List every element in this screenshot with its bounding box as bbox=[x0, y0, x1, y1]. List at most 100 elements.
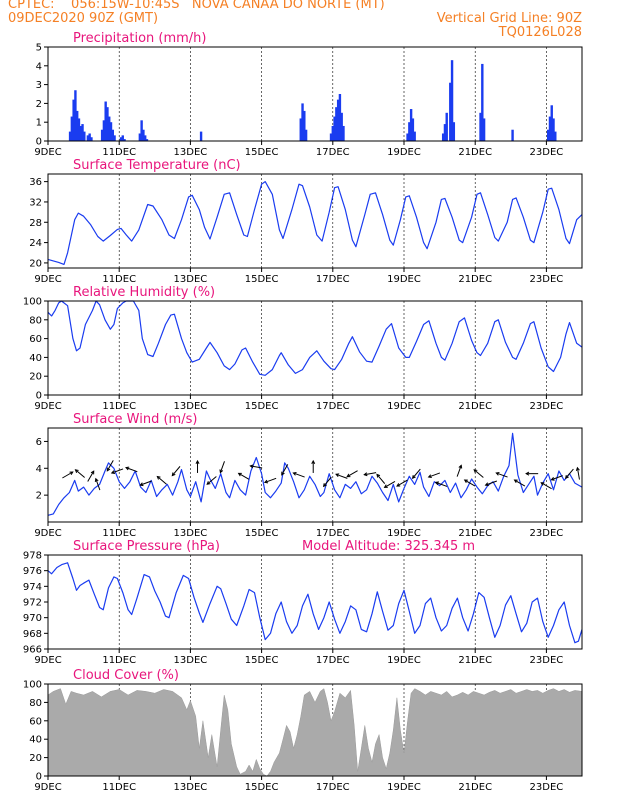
x-tick-label: 13DEC bbox=[174, 401, 208, 412]
wind-vector bbox=[156, 475, 167, 485]
wind-vector-shaft bbox=[125, 467, 138, 473]
x-tick-label: 15DEC bbox=[245, 274, 279, 285]
pressure-line bbox=[47, 562, 583, 644]
wind-vector-shaft bbox=[293, 472, 305, 478]
y-tick-label: 0 bbox=[36, 137, 42, 148]
precip-bar bbox=[299, 118, 302, 141]
wind-vector bbox=[106, 460, 114, 472]
precip-bar bbox=[411, 118, 415, 141]
wind-vector-head bbox=[376, 473, 381, 478]
precip-bar bbox=[441, 133, 445, 141]
wind-vector bbox=[396, 479, 408, 487]
wind-vector-head bbox=[69, 471, 74, 475]
y-tick-label: 28 bbox=[29, 218, 42, 229]
wind-vector-shaft bbox=[514, 479, 526, 487]
precip-bar bbox=[138, 133, 142, 141]
rh-panel: 0 20 40 60 80 100 9DEC 11DEC 13DEC 15DEC 17DEC 19DE… bbox=[23, 285, 583, 412]
y-tick-label: 4 bbox=[36, 464, 42, 475]
y-tick-label: 4 bbox=[36, 61, 42, 72]
y-tick-label: 80 bbox=[29, 315, 42, 326]
precip-bar bbox=[102, 120, 106, 141]
precip-bar bbox=[68, 131, 72, 141]
x-tick-label: 23DEC bbox=[530, 782, 564, 793]
wind-vector-head bbox=[463, 479, 468, 484]
precip-bar bbox=[331, 125, 334, 141]
x-tick-label: 17DEC bbox=[316, 274, 350, 285]
wind-vector-head bbox=[311, 459, 316, 464]
y-tick-label: 40 bbox=[29, 353, 42, 364]
wind-vector-head bbox=[513, 479, 518, 484]
wind-vector-shaft bbox=[157, 476, 167, 485]
precip-bar bbox=[121, 135, 124, 141]
precip-bar bbox=[452, 122, 456, 141]
wind-line bbox=[47, 432, 583, 516]
wind-vector-shaft bbox=[95, 478, 101, 491]
wind-vector bbox=[237, 472, 250, 480]
wind-vector bbox=[249, 464, 263, 469]
cloud-area bbox=[47, 688, 583, 777]
wind-vector bbox=[322, 476, 332, 488]
y-tick-label: 100 bbox=[23, 297, 42, 308]
precip-bar bbox=[479, 112, 482, 141]
wind-vector-head bbox=[139, 482, 144, 487]
x-tick-label: 13DEC bbox=[174, 147, 208, 158]
precip-bar bbox=[79, 125, 82, 141]
wind-vector-head bbox=[90, 470, 95, 475]
precip-bar bbox=[100, 129, 104, 141]
precip-bar bbox=[552, 118, 555, 141]
precip-bar bbox=[450, 60, 454, 141]
wind-vector-head bbox=[335, 473, 340, 478]
x-tick-label: 21DEC bbox=[458, 782, 492, 793]
rh-title: Relative Humidity (%) bbox=[73, 285, 215, 300]
wind-vector-shaft bbox=[456, 465, 462, 477]
model-altitude-annotation: Model Altitude: 325.345 m bbox=[302, 539, 475, 554]
precip-bar bbox=[83, 131, 86, 141]
x-tick-label: 19DEC bbox=[387, 782, 421, 793]
wind-vector-shaft bbox=[464, 479, 476, 487]
precip-bar bbox=[333, 116, 336, 141]
precip-bar bbox=[443, 124, 447, 141]
precip-bar bbox=[511, 129, 514, 141]
y-tick-label: 20 bbox=[29, 258, 42, 269]
wind-vector bbox=[292, 471, 305, 478]
precip-bar bbox=[548, 116, 552, 141]
x-tick-label: 13DEC bbox=[174, 782, 208, 793]
wind-vector bbox=[565, 468, 574, 480]
wind-vector-shaft bbox=[576, 467, 580, 480]
wind-vector-head bbox=[110, 470, 116, 474]
wind-vector-shaft bbox=[485, 480, 498, 486]
wind-vector-head bbox=[281, 471, 285, 476]
wind-vector-shaft bbox=[335, 473, 348, 479]
wind-vector-head bbox=[237, 472, 242, 477]
temp-line bbox=[47, 181, 583, 265]
wind-vector bbox=[363, 472, 377, 477]
y-tick-label: 0 bbox=[36, 772, 42, 783]
wind-vector-shaft bbox=[540, 482, 552, 490]
x-tick-label: 23DEC bbox=[530, 401, 564, 412]
precip-bar bbox=[143, 135, 147, 141]
y-tick-label: 24 bbox=[29, 238, 42, 249]
wind-vector bbox=[463, 479, 476, 487]
x-tick-label: 15DEC bbox=[245, 655, 279, 666]
cloud-frame bbox=[47, 683, 583, 777]
wind-vector bbox=[87, 470, 95, 482]
wind-vector-head bbox=[565, 475, 569, 480]
y-tick-label: 32 bbox=[29, 197, 42, 208]
wind-vector-shaft bbox=[376, 474, 386, 484]
x-tick-label: 17DEC bbox=[316, 655, 350, 666]
wind-vector bbox=[206, 476, 217, 485]
x-tick-label: 11DEC bbox=[102, 782, 136, 793]
x-tick-label: 17DEC bbox=[316, 782, 350, 793]
wind-vector-shaft bbox=[323, 476, 332, 487]
x-tick-label: 19DEC bbox=[387, 401, 421, 412]
wind-vector bbox=[550, 475, 563, 481]
y-tick-label: 970 bbox=[23, 613, 42, 624]
wind-vector bbox=[540, 482, 552, 490]
wind-vector-shaft bbox=[346, 470, 358, 478]
wind-vector-head bbox=[363, 472, 368, 477]
pressure-panel: 966 968 970 972 974 976 978 9DEC 11DEC 13DEC 15DEC… bbox=[23, 539, 583, 666]
wind-vector-head bbox=[525, 471, 530, 476]
wind-vector-head bbox=[346, 473, 351, 478]
precip-bar bbox=[113, 135, 116, 141]
cloud-title: Cloud Cover (%) bbox=[73, 668, 179, 683]
